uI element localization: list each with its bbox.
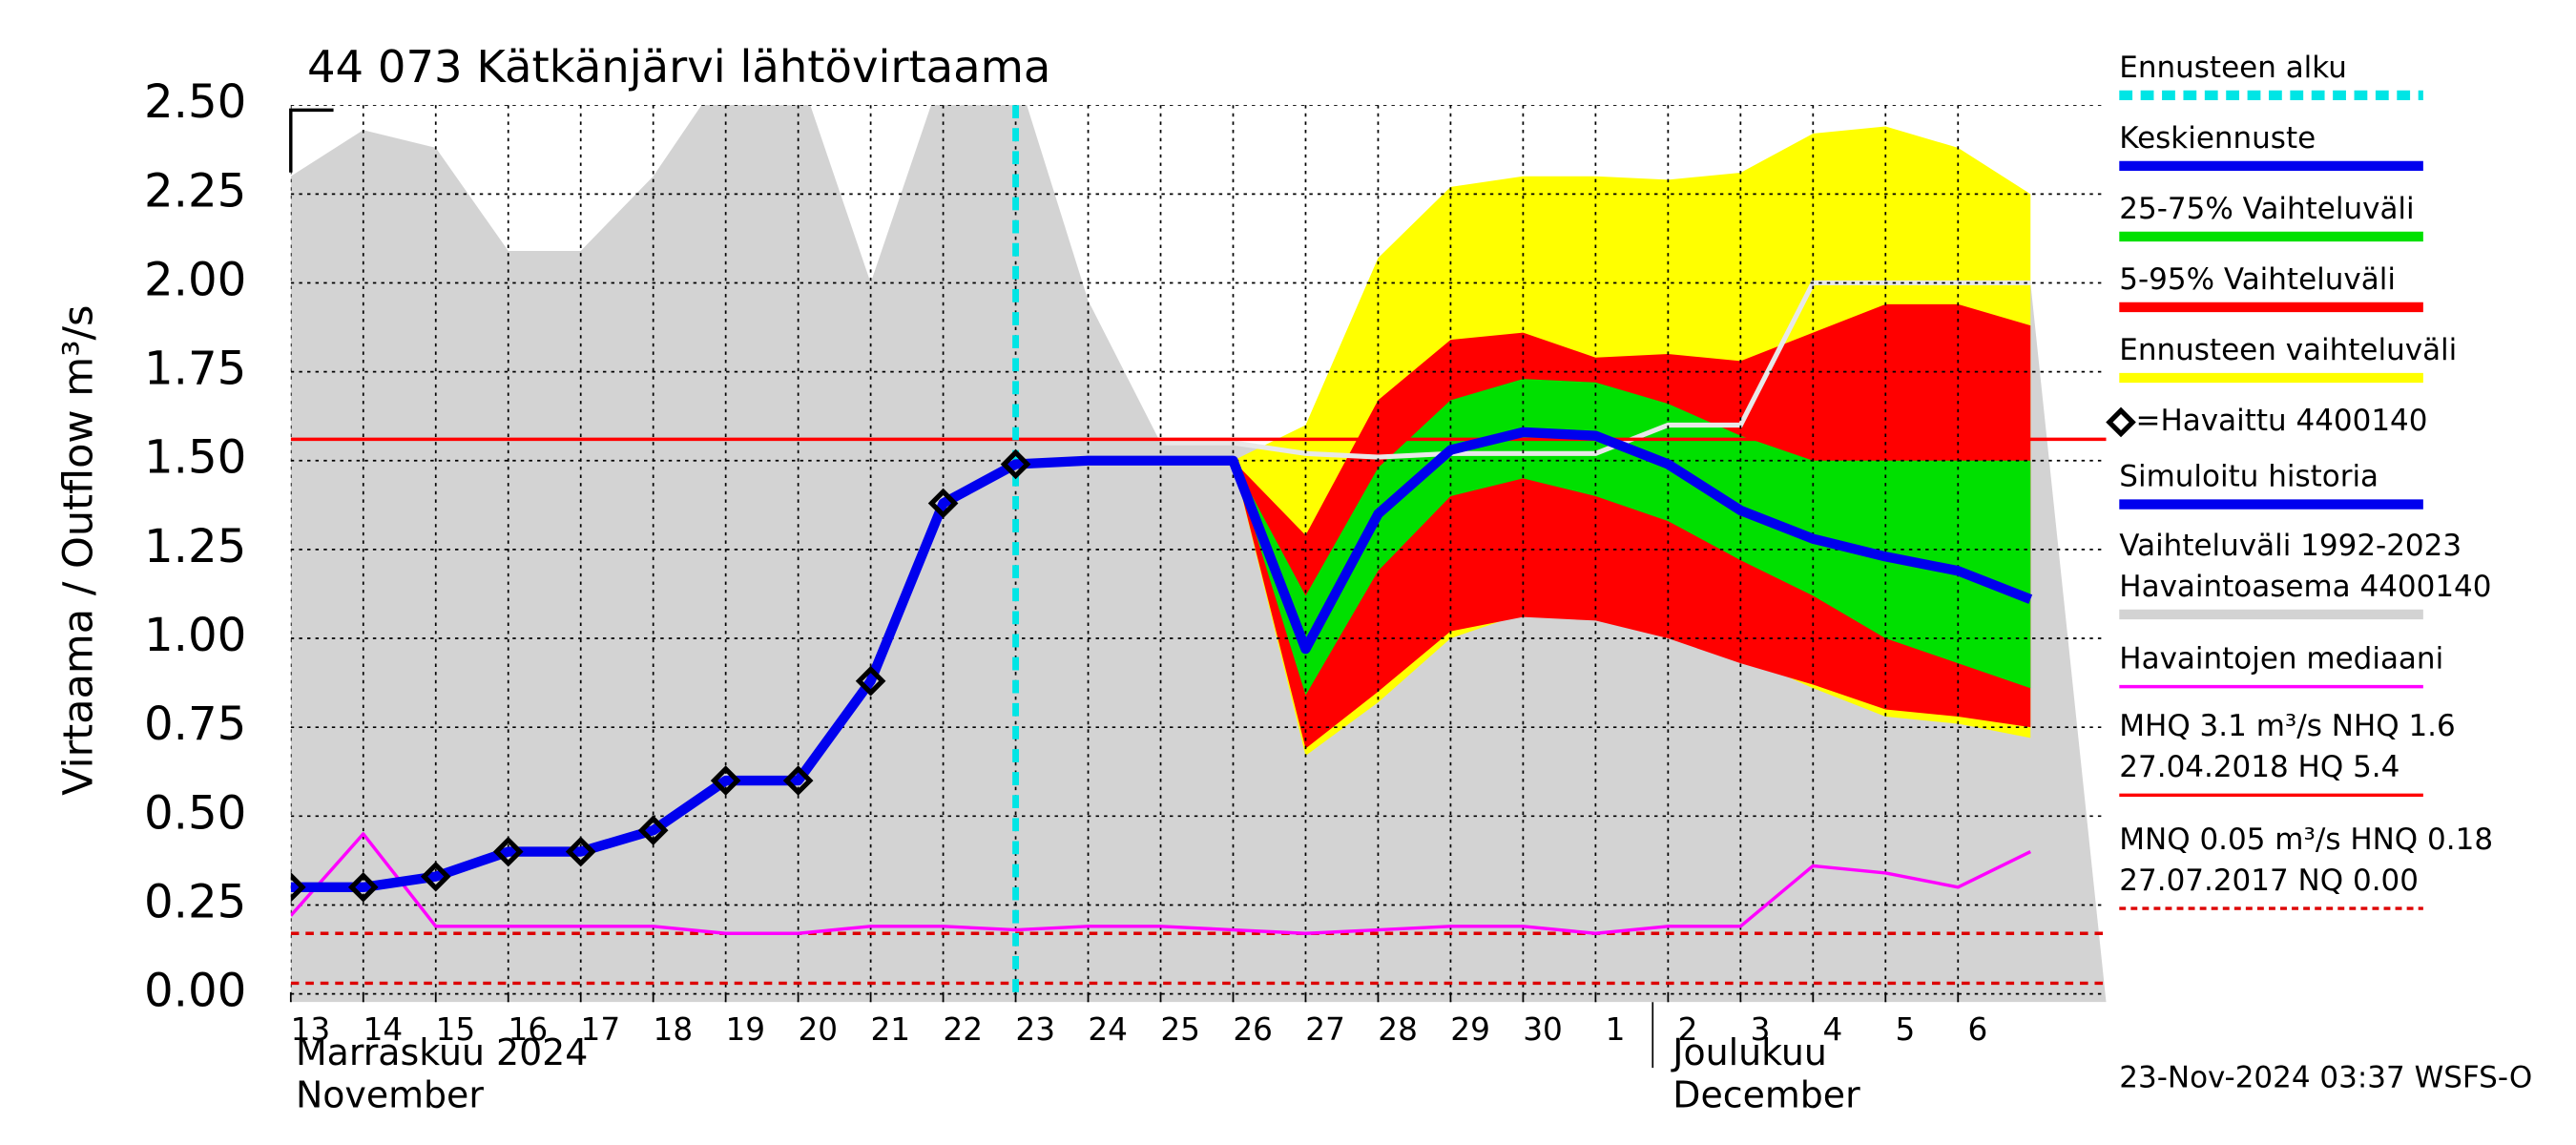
y-tick-label: 2.00 xyxy=(144,253,246,306)
y-tick-label: 0.00 xyxy=(144,965,246,1018)
x-tick-label: 28 xyxy=(1378,1011,1418,1048)
observed-marker xyxy=(420,861,451,892)
x-tick-label: 6 xyxy=(1968,1011,1988,1048)
observed-marker xyxy=(782,765,814,796)
x-tick-label: 1 xyxy=(1606,1011,1626,1048)
forecast-band xyxy=(1233,303,2031,749)
legend-label: Havaintojen mediaani xyxy=(2119,642,2443,677)
legend-label: Vaihteluväli 1992-2023 xyxy=(2119,529,2462,563)
observed-marker xyxy=(637,815,669,846)
legend-label: Ennusteen vaihteluväli xyxy=(2119,333,2457,367)
x-tick-label: 22 xyxy=(943,1011,983,1048)
x-tick-label: 2 xyxy=(1678,1011,1698,1048)
x-tick-label: 30 xyxy=(1523,1011,1563,1048)
y-tick-label: 1.50 xyxy=(144,431,246,485)
x-tick-label: 17 xyxy=(581,1011,621,1048)
legend-label: MNQ 0.05 m³/s HNQ 0.18 xyxy=(2119,822,2493,857)
observed-marker xyxy=(855,665,886,697)
legend-label: Simuloitu historia xyxy=(2119,460,2379,494)
legend-label: 27.04.2018 HQ 5.4 xyxy=(2119,750,2399,784)
forecast-band xyxy=(1233,379,2031,696)
x-tick-label: 24 xyxy=(1088,1011,1128,1048)
x-tick-label: 27 xyxy=(1305,1011,1345,1048)
x-tick-label: 25 xyxy=(1160,1011,1200,1048)
x-tick-label: 29 xyxy=(1450,1011,1490,1048)
chart-title: 44 073 Kätkänjärvi lähtövirtaama xyxy=(307,41,1050,93)
y-axis-label: Virtaama / Outflow m³/s xyxy=(54,305,102,796)
observed-marker xyxy=(927,488,959,519)
legend-label: 5-95% Vaihteluväli xyxy=(2119,262,2396,297)
x-tick-label: 15 xyxy=(436,1011,476,1048)
overlay-layer: 13 14 15 16 17 18 19 20 21 22 23 24 25 26 27 28 29 30 1 2 3 4… xyxy=(144,51,2493,1116)
x-tick-label: 16 xyxy=(509,1011,549,1048)
legend-label: 25-75% Vaihteluväli xyxy=(2119,192,2414,226)
series-line xyxy=(290,832,2032,935)
x-tick-label: 5 xyxy=(1896,1011,1916,1048)
month-label: December xyxy=(1672,1074,1860,1116)
x-tick-label: 3 xyxy=(1751,1011,1771,1048)
legend-label: Keskiennuste xyxy=(2119,121,2316,156)
y-tick-label: 0.75 xyxy=(144,697,246,751)
y-tick-label: 2.25 xyxy=(144,164,246,218)
observed-marker xyxy=(1000,448,1031,480)
legend-label: =Havaittu 4400140 xyxy=(2136,404,2428,438)
x-tick-label: 18 xyxy=(654,1011,694,1048)
x-tick-label: 26 xyxy=(1233,1011,1273,1048)
observed-marker xyxy=(492,836,524,867)
x-tick-label: 13 xyxy=(291,1011,331,1048)
y-tick-label: 0.50 xyxy=(144,786,246,840)
month-label: Joulukuu xyxy=(1671,1031,1827,1073)
corner-mark xyxy=(289,108,334,173)
x-tick-label: 23 xyxy=(1015,1011,1055,1048)
legend-marker xyxy=(2106,406,2136,438)
y-tick-label: 1.00 xyxy=(144,609,246,662)
x-tick-label: 4 xyxy=(1823,1011,1843,1048)
x-tick-label: 20 xyxy=(798,1011,838,1048)
timestamp: 23-Nov-2024 03:37 WSFS-O xyxy=(2119,1061,2532,1095)
y-tick-label: 1.25 xyxy=(144,520,246,573)
series-line xyxy=(290,427,2033,893)
x-tick-label: 21 xyxy=(870,1011,910,1048)
x-tick-label: 19 xyxy=(725,1011,765,1048)
y-tick-label: 2.50 xyxy=(144,75,246,129)
month-label: Marraskuu 2024 xyxy=(296,1031,588,1073)
month-label: November xyxy=(296,1074,484,1116)
legend-label: Havaintoasema 4400140 xyxy=(2119,570,2491,604)
x-tick-label: 14 xyxy=(364,1011,404,1048)
observed-marker xyxy=(290,872,306,903)
legend-label: MHQ 3.1 m³/s NHQ 1.6 xyxy=(2119,709,2455,743)
plot-layer xyxy=(290,105,2107,1003)
observed-marker xyxy=(710,765,741,796)
legend-label: 27.07.2017 NQ 0.00 xyxy=(2119,864,2419,898)
y-tick-label: 0.25 xyxy=(144,875,246,928)
y-tick-label: 1.75 xyxy=(144,343,246,396)
legend-label: Ennusteen alku xyxy=(2119,51,2347,85)
observed-marker xyxy=(347,872,379,903)
observed-marker xyxy=(565,836,596,867)
